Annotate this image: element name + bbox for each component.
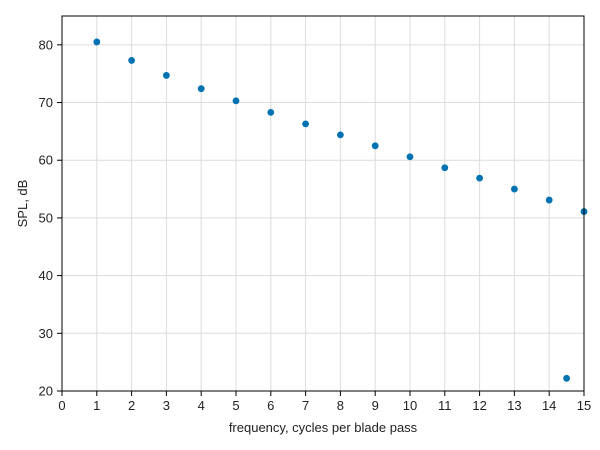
data-point [476,174,483,182]
data-point [267,108,275,116]
data-point [545,196,553,204]
y-tick-label: 30 [39,326,53,341]
x-tick-label: 7 [302,398,309,413]
x-tick-label: 12 [472,398,486,413]
x-tick-label: 5 [232,398,239,413]
x-tick-label: 8 [337,398,344,413]
x-tick-label: 4 [198,398,205,413]
y-tick-label: 20 [39,384,53,399]
data-point [232,97,240,105]
data-point [406,153,414,161]
x-tick-label: 14 [542,398,556,413]
x-tick-label: 9 [372,398,379,413]
data-point [197,85,205,93]
plot-frame [61,15,585,392]
x-tick-label: 10 [403,398,417,413]
x-tick-label: 2 [128,398,135,413]
data-point [302,120,309,128]
x-tick-label: 1 [93,398,100,413]
x-tick-label: 11 [438,398,452,413]
y-axis-label: SPL, dB [15,180,30,228]
y-tick-label: 40 [39,268,53,283]
x-tick-label: 6 [267,398,274,413]
data-point [511,185,518,193]
x-tick-label: 15 [577,398,591,413]
x-tick-label: 0 [58,398,65,413]
data-point [128,57,136,64]
y-tick-label: 70 [39,95,53,110]
data-point [441,164,449,172]
data-point [93,38,101,46]
y-tick-label: 50 [39,210,53,225]
data-point [163,72,170,79]
x-tick-label: 13 [507,398,521,413]
x-axis-label: frequency, cycles per blade pass [229,420,418,435]
y-tick-label: 80 [39,37,53,52]
data-point [563,374,570,382]
x-tick-label: 3 [163,398,170,413]
data-point [371,142,379,150]
data-point [337,131,344,139]
grid-lines [61,16,585,392]
data-points [93,38,588,382]
y-tick-label: 60 [39,153,53,168]
